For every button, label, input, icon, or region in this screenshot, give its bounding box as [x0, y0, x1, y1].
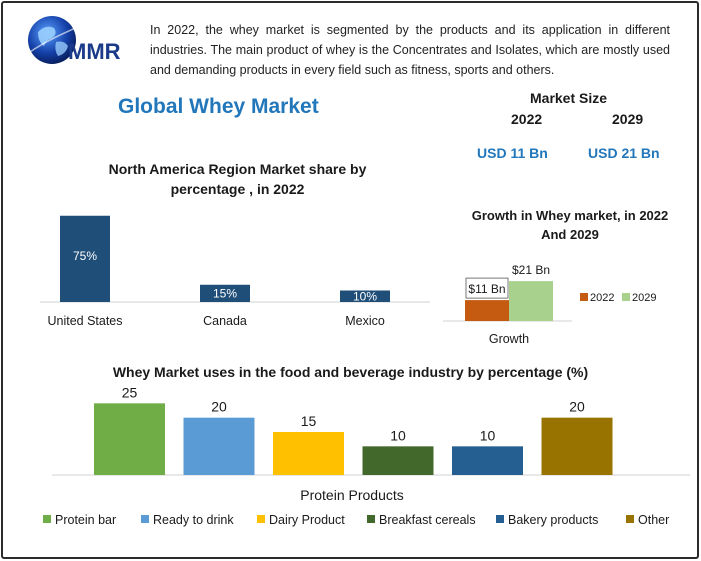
na-category-label: Canada	[203, 314, 247, 328]
uses-bar-breakfast-cereals	[362, 446, 434, 475]
uses-bar-value-label: 10	[480, 427, 496, 443]
uses-bar-value-label: 20	[211, 399, 227, 415]
market-size-year-2029: 2029	[612, 111, 644, 127]
uses-x-axis-label: Protein Products	[300, 487, 404, 503]
growth-bar-value-label: $11 Bn	[468, 282, 505, 296]
growth-legend-swatch	[622, 293, 630, 301]
na-bar-value-label: 75%	[73, 249, 97, 263]
growth-category-label: Growth	[489, 332, 529, 346]
uses-bar-value-label: 20	[569, 399, 585, 415]
intro-paragraph: In 2022, the whey market is segmented by…	[150, 23, 670, 77]
na-category-label: United States	[47, 314, 122, 328]
uses-legend-label: Protein bar	[55, 513, 116, 527]
market-size-value-2029: USD 21 Bn	[588, 145, 660, 161]
logo-text: MMR	[68, 39, 121, 64]
growth-chart-title: Growth in Whey market, in 2022 And 2029	[471, 208, 669, 242]
uses-legend-label: Ready to drink	[153, 513, 234, 527]
market-size-year-2022: 2022	[511, 111, 543, 127]
na-category-label: Mexico	[345, 314, 385, 328]
growth-label-box	[465, 277, 509, 299]
na-bar-united-states	[60, 215, 110, 302]
market-size-title: Market Size	[530, 90, 608, 106]
market-size-value-2022: USD 11 Bn	[477, 145, 548, 161]
uses-bar-value-label: 15	[301, 413, 317, 429]
na-chart-title: North America Region Market share by per…	[108, 161, 367, 197]
uses-legend-swatch	[626, 515, 634, 523]
uses-bar-dairy-product	[273, 432, 344, 475]
uses-legend-swatch	[141, 515, 149, 523]
growth-bar-value-label: $21 Bn	[512, 263, 550, 277]
na-bar-canada	[200, 284, 250, 302]
uses-chart-title: Whey Market uses in the food and beverag…	[112, 364, 589, 380]
uses-bar-value-label: 25	[122, 384, 138, 400]
growth-bar-2022	[465, 300, 509, 321]
uses-bar-protein-bar	[94, 403, 165, 475]
growth-legend-label: 2029	[632, 292, 656, 304]
growth-legend-swatch	[580, 293, 588, 301]
uses-bar-other	[541, 417, 613, 475]
uses-legend-label: Dairy Product	[269, 513, 345, 527]
na-bar-value-label: 15%	[213, 286, 237, 300]
uses-legend-label: Breakfast cereals	[379, 513, 476, 527]
uses-legend-swatch	[496, 515, 504, 523]
page-title: Global Whey Market	[118, 95, 319, 118]
uses-legend-label: Other	[638, 513, 669, 527]
uses-legend-swatch	[257, 515, 265, 523]
growth-bar-2029	[509, 281, 553, 321]
uses-legend-swatch	[43, 515, 51, 523]
mmr-logo: MMR	[28, 16, 121, 64]
uses-bar-ready-to-drink	[183, 417, 255, 475]
uses-legend-swatch	[367, 515, 375, 523]
na-bar-mexico	[340, 290, 390, 302]
uses-bar-value-label: 10	[390, 427, 406, 443]
growth-legend-label: 2022	[590, 292, 614, 304]
uses-bar-bakery-products	[452, 446, 523, 475]
uses-legend-label: Bakery products	[508, 513, 598, 527]
na-bar-value-label: 10%	[353, 289, 377, 303]
